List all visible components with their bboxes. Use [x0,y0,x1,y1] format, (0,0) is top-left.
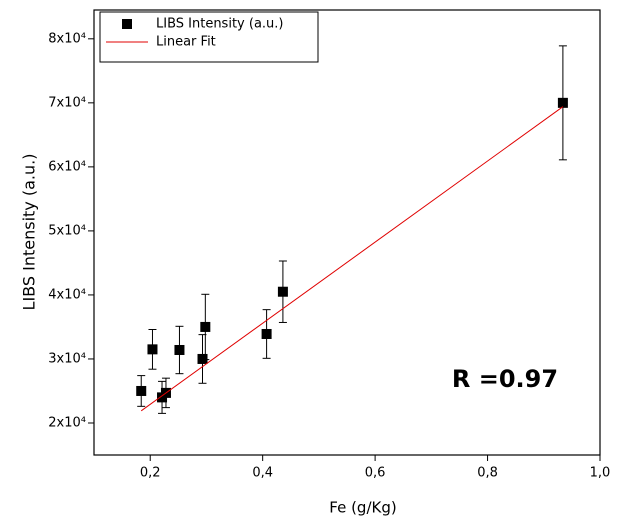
annotation: R =0.97 [452,365,558,393]
plot-frame [93,9,601,456]
legend-box [99,11,319,63]
y-tick-label: 4x10⁴ [48,287,86,302]
point [136,385,147,396]
point [174,344,185,355]
x-tick-label: 0,6 [365,466,386,481]
point [197,353,208,364]
legend-label: Linear Fit [156,35,216,50]
y-tick-label: 6x10⁴ [48,159,86,174]
point [200,321,211,332]
y-tick-label: 7x10⁴ [48,95,86,110]
legend-label: LIBS Intensity (a.u.) [156,17,283,32]
y-axis-label: LIBS Intensity (a.u.) [20,154,39,311]
y-tick-label: 2x10⁴ [48,415,86,430]
y-tick-label: 8x10⁴ [48,31,86,46]
legend-swatch [122,19,132,29]
x-tick-label: 1,0 [590,466,611,481]
point [277,286,288,297]
y-tick-label: 3x10⁴ [48,351,86,366]
point [147,344,158,355]
point [557,97,568,108]
x-tick-label: 0,2 [140,466,161,481]
y-tick-label: 5x10⁴ [48,223,86,238]
point [261,328,272,339]
x-axis-label: Fe (g/Kg) [329,499,396,517]
x-tick-label: 0,4 [252,466,273,481]
x-tick-label: 0,8 [477,466,498,481]
fit-line [140,106,564,412]
